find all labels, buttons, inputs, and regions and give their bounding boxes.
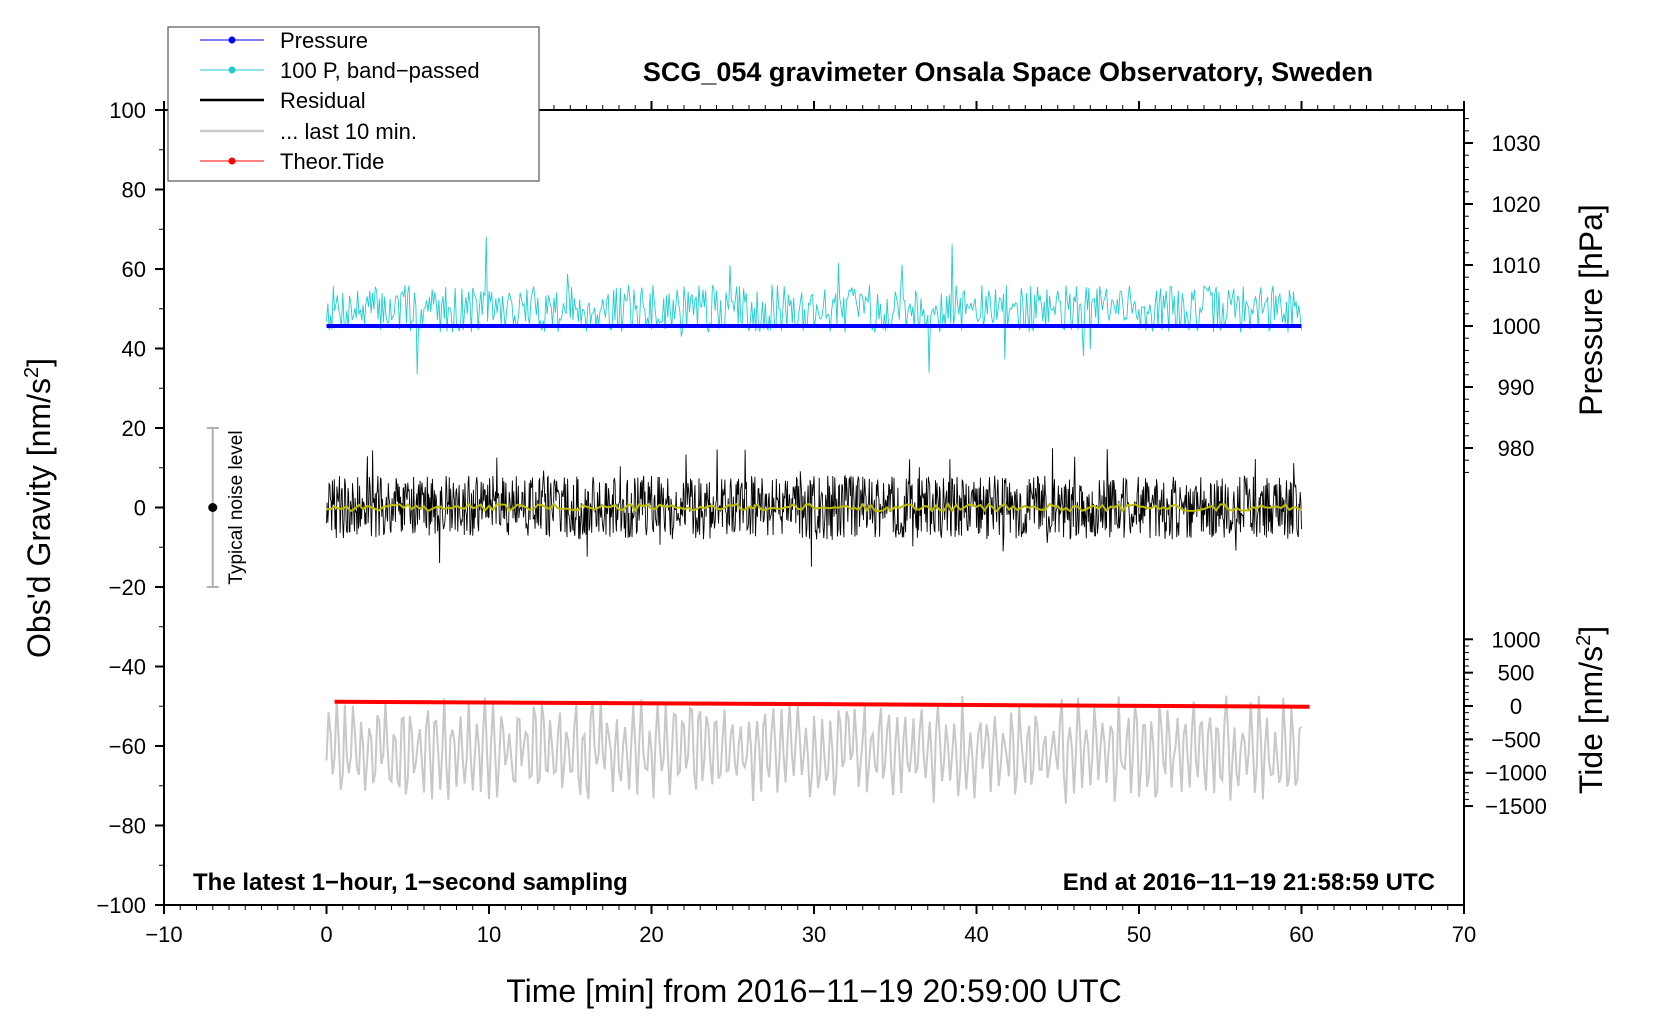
- plot-frame: [163, 109, 1465, 906]
- y-tick-label-1: −80: [109, 814, 146, 839]
- note-end-time: End at 2016−11−19 21:58:59 UTC: [1063, 869, 1435, 896]
- trace-last-10-min: [325, 695, 1303, 804]
- y-tick-label-6: 20: [122, 416, 146, 441]
- legend-item-band-passed: 100 P, band−passed: [200, 58, 480, 83]
- x-tick-label-8: 70: [1452, 922, 1476, 947]
- x-tick-label-2: 10: [477, 922, 501, 947]
- legend-label-theor-tide: Theor.Tide: [280, 149, 384, 174]
- x-tick-label-4: 30: [802, 922, 826, 947]
- legend: Pressure 100 P, band−passed Residual ...…: [167, 26, 540, 182]
- pressure-tick-label-0: 980: [1498, 436, 1535, 461]
- tide-tick-label-0: −1500: [1485, 794, 1547, 819]
- tide-tick-label-3: 0: [1510, 694, 1522, 719]
- legend-item-theor-tide: Theor.Tide: [200, 149, 384, 174]
- pressure-tick-label-5: 1030: [1492, 131, 1541, 156]
- pressure-tick-label-4: 1020: [1492, 192, 1541, 217]
- pressure-tick-label-3: 1010: [1492, 253, 1541, 278]
- pressure-axis-label: Pressure [hPa]: [1573, 204, 1609, 416]
- y-tick-label-8: 60: [122, 257, 146, 282]
- y-tick-label-4: −20: [109, 575, 146, 600]
- y-tick-label-7: 40: [122, 337, 146, 362]
- y-tick-label-3: −40: [109, 655, 146, 680]
- y-tick-label-2: −60: [109, 734, 146, 759]
- trace-theor-tide: [334, 699, 1310, 709]
- y-tick-label-5: 0: [134, 496, 146, 521]
- trace-layer: [325, 236, 1310, 804]
- tide-tick-label-2: −500: [1491, 727, 1541, 752]
- y-tick-label-0: −100: [96, 893, 146, 918]
- trace-residual: [326, 448, 1302, 567]
- pressure-tick-label-2: 1000: [1492, 314, 1541, 339]
- x-tick-label-1: 0: [320, 922, 332, 947]
- x-tick-label-5: 40: [964, 922, 988, 947]
- legend-label-band-passed: 100 P, band−passed: [280, 58, 480, 83]
- legend-label-pressure: Pressure: [280, 28, 368, 53]
- x-axis-label: Time [min] from 2016−11−19 20:59:00 UTC: [506, 973, 1121, 1009]
- tide-tick-label-1: −1000: [1485, 761, 1547, 786]
- legend-label-residual: Residual: [280, 88, 366, 113]
- legend-box: [167, 26, 540, 182]
- x-tick-label-0: −10: [145, 922, 182, 947]
- noise-bar-label: Typical noise level: [226, 430, 247, 584]
- y-axis-label: Obs'd Gravity [nm/s2]: [21, 358, 57, 658]
- tide-tick-label-5: 1000: [1492, 627, 1541, 652]
- trace-residual-smoothed: [326, 502, 1302, 513]
- legend-item-residual: Residual: [200, 88, 366, 113]
- pressure-tick-label-1: 990: [1498, 375, 1535, 400]
- y-tick-label-10: 100: [109, 98, 146, 123]
- chart-title: SCG_054 gravimeter Onsala Space Observat…: [643, 57, 1373, 87]
- noise-bar-center-dot: [208, 503, 218, 512]
- legend-item-last-10-min: ... last 10 min.: [200, 119, 417, 144]
- legend-label-last-10-min: ... last 10 min.: [280, 119, 417, 144]
- legend-item-pressure: Pressure: [200, 28, 368, 53]
- x-tick-label-3: 20: [639, 922, 663, 947]
- tide-axis-label: Tide [nm/s2]: [1573, 626, 1609, 794]
- x-tick-label-6: 50: [1127, 922, 1151, 947]
- y-tick-label-9: 80: [122, 178, 146, 203]
- tide-tick-label-4: 500: [1498, 661, 1535, 686]
- note-sampling: The latest 1−hour, 1−second sampling: [193, 869, 628, 896]
- noise-bar: Typical noise level: [206, 427, 247, 588]
- x-tick-label-7: 60: [1289, 922, 1313, 947]
